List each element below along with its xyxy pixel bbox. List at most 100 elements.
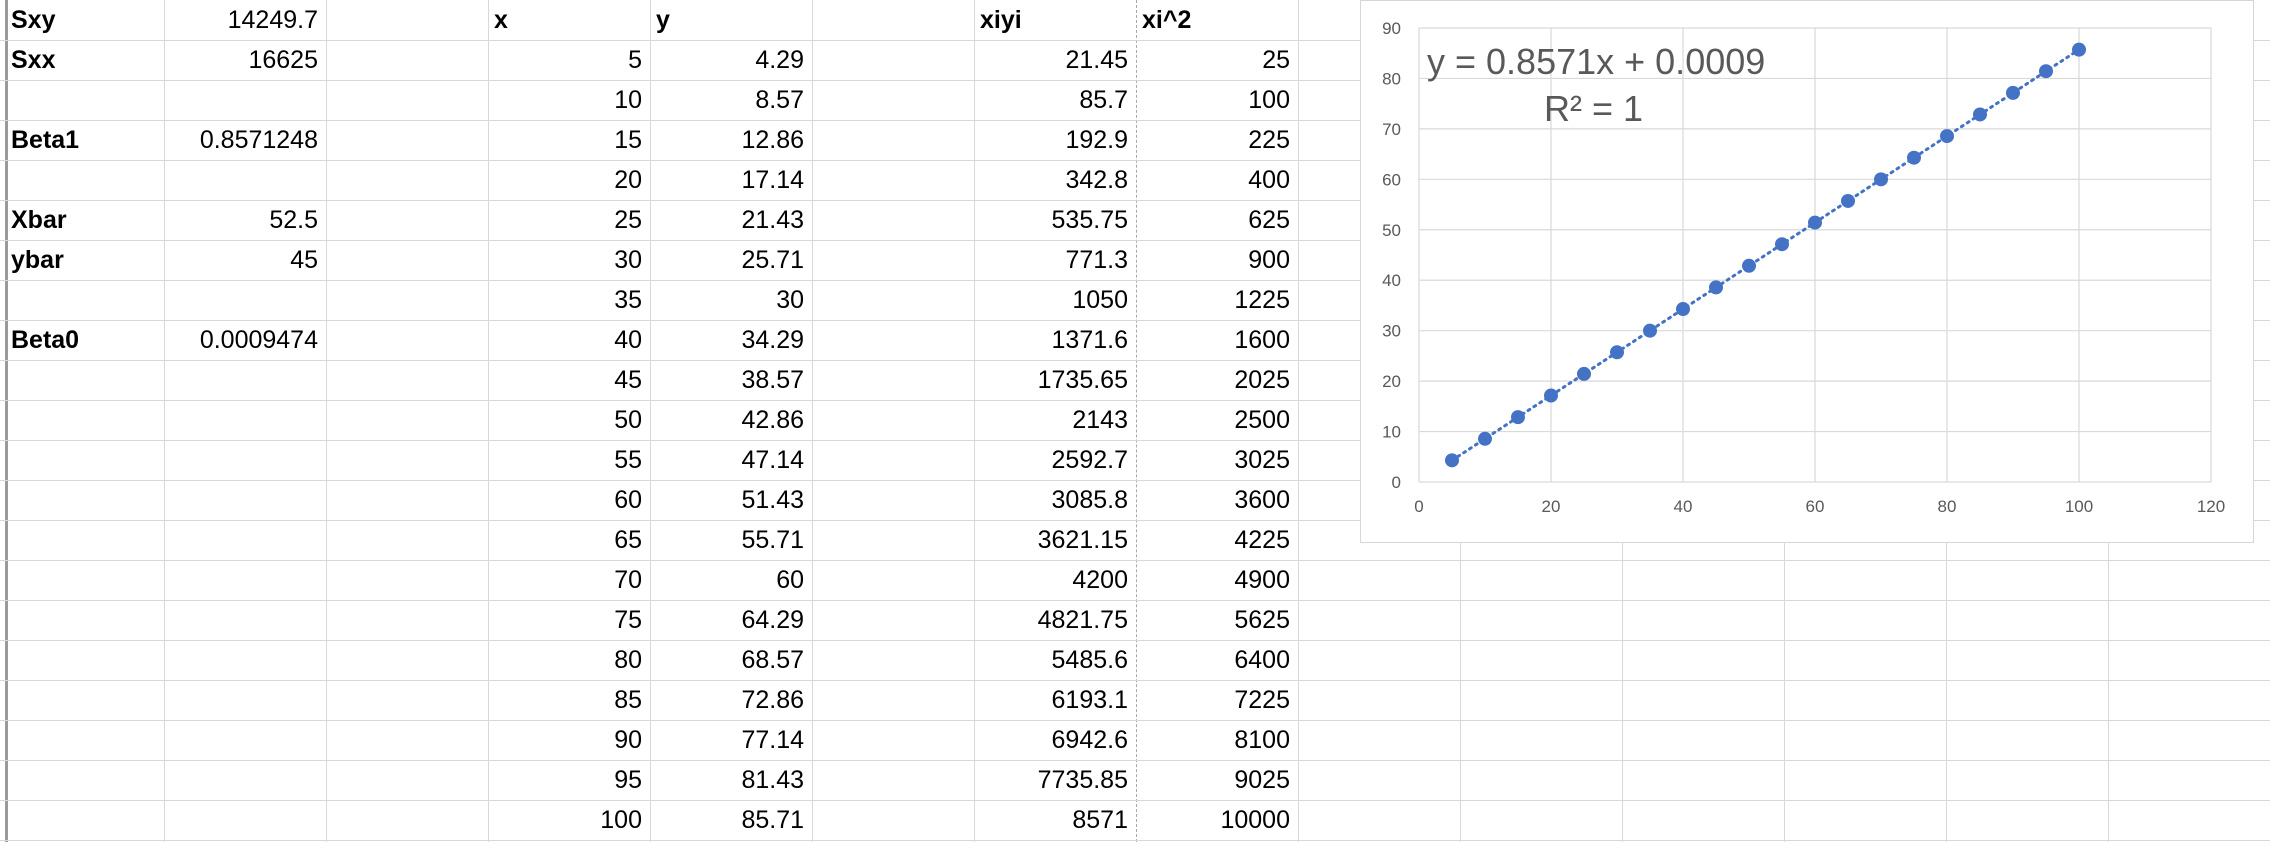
data-cell-x[interactable]: 45 (614, 366, 642, 394)
data-cell-y[interactable]: 25.71 (741, 246, 804, 274)
data-cell-xi2[interactable]: 225 (1248, 126, 1290, 154)
data-cell-y[interactable]: 60 (776, 566, 804, 594)
data-cell-xiyi[interactable]: 5485.6 (1051, 646, 1128, 674)
data-cell-y[interactable]: 17.14 (741, 166, 804, 194)
data-cell-xiyi[interactable]: 342.8 (1065, 166, 1128, 194)
data-cell-xiyi[interactable]: 771.3 (1065, 246, 1128, 274)
summary-value-cell[interactable] (164, 80, 326, 120)
summary-value-cell[interactable]: 0.8571248 (199, 126, 318, 154)
data-cell-xiyi[interactable]: 2143 (1072, 406, 1128, 434)
summary-value-cell[interactable]: 45 (290, 246, 318, 274)
data-cell-y[interactable]: 47.14 (741, 446, 804, 474)
data-cell-xiyi[interactable]: 192.9 (1065, 126, 1128, 154)
data-cell-xiyi[interactable]: 3621.15 (1037, 526, 1128, 554)
data-cell-xi2[interactable]: 100 (1248, 86, 1290, 114)
summary-value-cell[interactable]: 16625 (248, 46, 318, 74)
data-cell-xi2[interactable]: 1600 (1234, 326, 1290, 354)
data-cell-xiyi[interactable]: 6193.1 (1051, 686, 1128, 714)
data-cell-xiyi[interactable]: 8571 (1072, 806, 1128, 834)
summary-label-cell[interactable] (5, 280, 164, 320)
data-cell-y[interactable]: 8.57 (755, 86, 804, 114)
header-cell-xiyi[interactable]: xiyi (980, 6, 1022, 34)
data-cell-x[interactable]: 10 (614, 86, 642, 114)
data-cell-x[interactable]: 40 (614, 326, 642, 354)
summary-value-cell[interactable]: 14249.7 (227, 6, 318, 34)
data-cell-xi2[interactable]: 3600 (1234, 486, 1290, 514)
data-cell-x[interactable]: 25 (614, 206, 642, 234)
data-cell-xi2[interactable]: 3025 (1234, 446, 1290, 474)
data-cell-x[interactable]: 85 (614, 686, 642, 714)
summary-label-cell[interactable]: Sxy (11, 6, 56, 34)
data-cell-xi2[interactable]: 6400 (1234, 646, 1290, 674)
data-cell-y[interactable]: 38.57 (741, 366, 804, 394)
data-cell-xiyi[interactable]: 6942.6 (1051, 726, 1128, 754)
header-cell-y[interactable]: y (656, 6, 670, 34)
data-cell-xi2[interactable]: 10000 (1220, 806, 1290, 834)
summary-value-cell[interactable]: 52.5 (269, 206, 318, 234)
data-cell-xi2[interactable]: 4225 (1234, 526, 1290, 554)
data-cell-xi2[interactable]: 8100 (1234, 726, 1290, 754)
data-cell-y[interactable]: 30 (776, 286, 804, 314)
data-cell-y[interactable]: 34.29 (741, 326, 804, 354)
scatter-chart[interactable]: 0 10 20 30 40 50 60 70 80 90 0 20 40 60 80 100 120 y = 0.… (1360, 0, 2254, 543)
data-cell-xi2[interactable]: 625 (1248, 206, 1290, 234)
data-cell-y[interactable]: 68.57 (741, 646, 804, 674)
data-cell-xiyi[interactable]: 1735.65 (1037, 366, 1128, 394)
data-cell-xi2[interactable]: 7225 (1234, 686, 1290, 714)
data-cell-x[interactable]: 15 (614, 126, 642, 154)
data-cell-x[interactable]: 90 (614, 726, 642, 754)
summary-value-cell[interactable] (164, 280, 326, 320)
data-cell-y[interactable]: 51.43 (741, 486, 804, 514)
data-cell-y[interactable]: 55.71 (741, 526, 804, 554)
data-cell-x[interactable]: 30 (614, 246, 642, 274)
summary-label-cell[interactable] (5, 160, 164, 200)
data-cell-y[interactable]: 64.29 (741, 606, 804, 634)
summary-value-cell[interactable] (164, 160, 326, 200)
data-cell-xiyi[interactable]: 7735.85 (1037, 766, 1128, 794)
data-cell-x[interactable]: 70 (614, 566, 642, 594)
data-cell-xi2[interactable]: 2500 (1234, 406, 1290, 434)
data-cell-xi2[interactable]: 4900 (1234, 566, 1290, 594)
data-cell-y[interactable]: 4.29 (755, 46, 804, 74)
data-cell-x[interactable]: 20 (614, 166, 642, 194)
data-cell-xi2[interactable]: 2025 (1234, 366, 1290, 394)
data-cell-xi2[interactable]: 1225 (1234, 286, 1290, 314)
data-cell-xiyi[interactable]: 1050 (1072, 286, 1128, 314)
data-cell-y[interactable]: 72.86 (741, 686, 804, 714)
summary-label-cell[interactable]: Beta0 (11, 326, 80, 354)
header-cell-xi2[interactable]: xi^2 (1142, 6, 1192, 34)
data-cell-xiyi[interactable]: 85.7 (1079, 86, 1128, 114)
data-cell-xiyi[interactable]: 2592.7 (1051, 446, 1128, 474)
data-cell-y[interactable]: 12.86 (741, 126, 804, 154)
data-cell-x[interactable]: 60 (614, 486, 642, 514)
data-cell-xiyi[interactable]: 535.75 (1051, 206, 1128, 234)
summary-label-cell[interactable]: Xbar (11, 206, 67, 234)
data-cell-y[interactable]: 85.71 (741, 806, 804, 834)
data-cell-x[interactable]: 75 (614, 606, 642, 634)
data-cell-xi2[interactable]: 900 (1248, 246, 1290, 274)
data-cell-y[interactable]: 42.86 (741, 406, 804, 434)
data-cell-x[interactable]: 65 (614, 526, 642, 554)
data-cell-xi2[interactable]: 400 (1248, 166, 1290, 194)
data-cell-xiyi[interactable]: 4821.75 (1037, 606, 1128, 634)
data-cell-x[interactable]: 50 (614, 406, 642, 434)
data-cell-x[interactable]: 5 (628, 46, 642, 74)
data-cell-xiyi[interactable]: 4200 (1072, 566, 1128, 594)
data-cell-y[interactable]: 77.14 (741, 726, 804, 754)
summary-label-cell[interactable]: Sxx (11, 46, 56, 74)
data-cell-x[interactable]: 35 (614, 286, 642, 314)
summary-label-cell[interactable]: Beta1 (11, 126, 80, 154)
data-cell-xi2[interactable]: 25 (1262, 46, 1290, 74)
summary-label-cell[interactable]: ybar (11, 246, 64, 274)
data-cell-xi2[interactable]: 5625 (1234, 606, 1290, 634)
data-cell-xiyi[interactable]: 3085.8 (1051, 486, 1128, 514)
data-cell-xiyi[interactable]: 1371.6 (1051, 326, 1128, 354)
data-cell-y[interactable]: 81.43 (741, 766, 804, 794)
data-cell-x[interactable]: 95 (614, 766, 642, 794)
data-cell-x[interactable]: 80 (614, 646, 642, 674)
summary-value-cell[interactable]: 0.0009474 (199, 326, 318, 354)
summary-label-cell[interactable] (5, 80, 164, 120)
data-cell-x[interactable]: 100 (600, 806, 642, 834)
data-cell-xi2[interactable]: 9025 (1234, 766, 1290, 794)
